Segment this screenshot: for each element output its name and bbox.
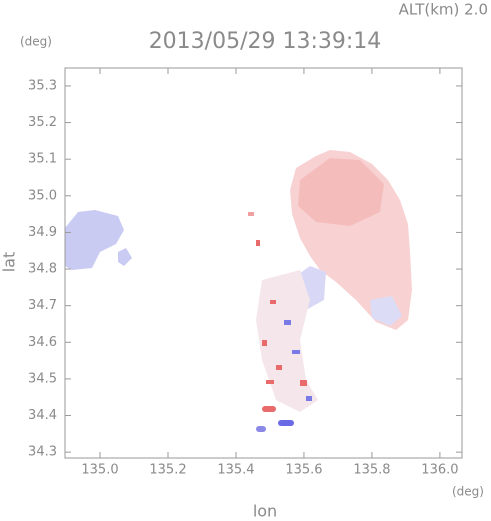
blue-echo: [278, 420, 294, 426]
red-echo: [248, 212, 254, 216]
x-tick-label: 135.4: [217, 463, 254, 478]
y-tick-label: 35.3: [28, 78, 57, 93]
y-tick-label: 35.2: [28, 115, 57, 130]
y-tick-label: 35.0: [28, 188, 57, 203]
mixed-echo: [256, 270, 318, 412]
red-echo: [276, 365, 282, 370]
red-echo: [300, 380, 307, 386]
red-echo: [270, 300, 276, 304]
y-tick-label: 34.8: [28, 262, 57, 277]
red-echo: [262, 406, 276, 412]
x-axis-label: lon: [253, 502, 277, 521]
blue-echo: [256, 426, 266, 432]
y-tick-label: 34.9: [28, 225, 57, 240]
blue-echo: [306, 396, 312, 401]
x-unit: (deg): [452, 485, 484, 499]
blue-echo: [284, 320, 291, 325]
blue-echo: [370, 296, 402, 326]
y-tick-label: 34.5: [28, 371, 57, 386]
y-tick-label: 34.7: [28, 298, 57, 313]
red-echo: [262, 340, 267, 346]
y-unit: (deg): [20, 35, 52, 49]
y-axis-label: lat: [0, 252, 19, 273]
x-tick-label: 135.6: [285, 463, 322, 478]
x-tick-label: 135.0: [81, 463, 118, 478]
x-tick-label: 136.0: [421, 463, 458, 478]
red-echo: [266, 380, 274, 384]
blue-echo: [65, 210, 124, 270]
x-tick-label: 135.2: [149, 463, 186, 478]
y-tick-label: 35.1: [28, 152, 57, 167]
echo-field: [65, 150, 412, 432]
y-tick-label: 34.4: [28, 408, 57, 423]
x-tick-label: 135.8: [353, 463, 390, 478]
chart-title: 2013/05/29 13:39:14: [149, 29, 382, 54]
altitude-label: ALT(km) 2.0: [399, 1, 488, 19]
blue-echo: [118, 248, 132, 266]
plot-frame: [64, 67, 463, 459]
red-echo: [256, 240, 260, 246]
blue-echo: [292, 350, 300, 354]
y-tick-label: 34.3: [28, 445, 57, 460]
y-tick-label: 34.6: [28, 335, 57, 350]
red-echo: [298, 158, 384, 226]
